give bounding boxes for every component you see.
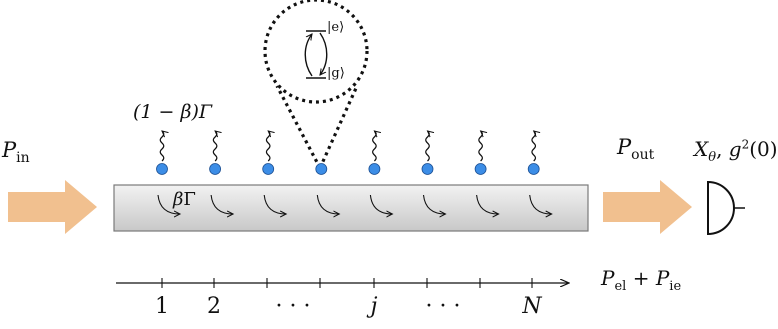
atom xyxy=(262,163,275,175)
input-arrow xyxy=(8,180,97,234)
emission-line xyxy=(159,131,164,162)
atom xyxy=(209,163,222,175)
atom xyxy=(368,163,381,175)
guided-arrow xyxy=(263,194,286,214)
axis-tick-label: 2 xyxy=(207,294,221,319)
guided-emission-label: βΓ xyxy=(173,189,196,210)
axis-tick-label: j xyxy=(370,294,378,319)
guided-arrow xyxy=(210,194,233,214)
guided-arrow xyxy=(316,194,339,214)
axis-ticks xyxy=(161,278,533,288)
input-power-label: Pin xyxy=(2,138,30,167)
atom xyxy=(527,163,540,175)
atom xyxy=(315,163,328,175)
emission-line xyxy=(265,131,270,162)
atom xyxy=(474,163,487,175)
atom xyxy=(421,163,434,175)
guided-arrow xyxy=(476,194,499,214)
axis-tick-label: 1 xyxy=(155,294,169,319)
energy-levels xyxy=(304,30,328,79)
ground-state-label: |g⟩ xyxy=(327,66,345,81)
atoms xyxy=(156,163,540,175)
atom xyxy=(156,163,168,175)
axis-tick-label: · · · xyxy=(425,294,461,319)
emission-line xyxy=(478,131,483,162)
waveguide xyxy=(113,184,589,232)
zoom-lines xyxy=(275,85,359,169)
emission-lines xyxy=(159,131,536,162)
guided-arrow xyxy=(369,194,392,214)
guided-arrow xyxy=(422,194,446,214)
emission-line xyxy=(212,131,217,162)
detector-observables-label: Xθ, g2(0) xyxy=(694,137,778,165)
excited-state-label: |e⟩ xyxy=(327,20,345,35)
emission-line xyxy=(531,131,536,162)
guided-arrow xyxy=(529,194,552,214)
guided-arrow xyxy=(157,194,180,214)
guided-arrows xyxy=(157,194,552,214)
losses-label: Pel + Pie xyxy=(601,266,682,294)
axis-tick-label: N xyxy=(522,294,542,319)
output-power-label: Pout xyxy=(617,135,655,164)
detector-icon xyxy=(707,180,745,236)
output-arrow xyxy=(603,180,692,234)
emission-line xyxy=(372,131,377,162)
magnified-atom xyxy=(263,0,369,104)
emission-line xyxy=(425,131,430,162)
axis-tick-label: · · · xyxy=(275,294,311,319)
free-space-emission-label: (1 − β)Γ xyxy=(133,101,213,123)
